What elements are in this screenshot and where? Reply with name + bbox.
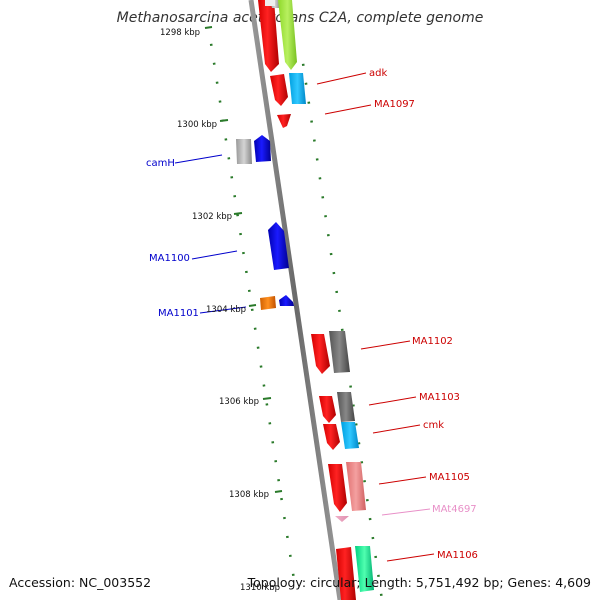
tick-label-1308: 1308 kbp	[229, 490, 269, 500]
genome-title: Methanosarcina acetivorans C2A, complete…	[116, 10, 484, 26]
gene-blue-ma1100	[268, 222, 289, 270]
gene-blue-ma1101	[279, 295, 294, 306]
gene-cyan-cmk	[341, 422, 359, 449]
major-ticks	[204, 26, 283, 493]
tick-label-1304: 1304 kbp	[206, 305, 246, 315]
gene-orange-ma1101	[260, 296, 276, 310]
gene-label-ma1100[interactable]: MA1100	[149, 253, 190, 264]
tick-label-1306: 1306 kbp	[219, 397, 259, 407]
gene-label-ma1102[interactable]: MA1102	[412, 336, 453, 347]
gene-pink-ma1105	[346, 462, 366, 511]
gene-label-mat4697[interactable]: MAt4697	[432, 504, 477, 515]
gene-cyan-adk	[289, 73, 306, 104]
gene-label-ma1106[interactable]: MA1106	[437, 550, 478, 561]
tick-label-1310: 1310 kbp	[240, 583, 280, 593]
tick-labels: 1298 kbp 1300 kbp 1302 kbp 1304 kbp 1306…	[160, 28, 280, 593]
gene-red-adk	[270, 74, 288, 106]
gene-lightgray-camh	[236, 139, 252, 164]
gene-gray-ma1102	[329, 331, 350, 373]
gene-red-ma1097	[277, 114, 291, 128]
accession-text: Accession: NC_003552	[9, 575, 152, 590]
gene-red-ma1105	[328, 464, 347, 512]
gene-gray-ma1103	[337, 392, 355, 422]
gene-label-ma1101[interactable]: MA1101	[158, 308, 199, 319]
gene-mint-ma1106	[355, 546, 374, 592]
label-leader-lines	[174, 72, 435, 562]
gene-label-cmk[interactable]: cmk	[423, 420, 444, 431]
gene-white-top	[265, 0, 275, 6]
tick-label-1298: 1298 kbp	[160, 28, 200, 38]
gene-green-top	[278, 0, 297, 70]
gene-red-ma1106	[336, 547, 356, 600]
tick-label-1302: 1302 kbp	[192, 212, 232, 222]
left-scale-marks	[209, 43, 295, 576]
tick-label-1300: 1300 kbp	[177, 120, 217, 130]
gene-features	[236, 0, 374, 600]
gene-lightpink-mat4697	[335, 516, 349, 522]
gene-label-ma1105[interactable]: MA1105	[429, 472, 470, 483]
gene-red-cmk	[323, 424, 340, 450]
gene-label-ma1103[interactable]: MA1103	[419, 392, 460, 403]
genome-backbone	[248, 0, 343, 600]
gene-label-ma1097[interactable]: MA1097	[374, 99, 415, 110]
gene-label-camh[interactable]: camH	[146, 158, 175, 169]
topology-text: Topology: circular; Length: 5,751,492 bp…	[247, 575, 591, 590]
gene-labels: adk MA1097 camH MA1100 MA1101 MA1102 MA1…	[146, 68, 478, 561]
right-scale-marks	[301, 63, 383, 596]
gene-red-ma1102	[311, 334, 330, 374]
gene-red-ma1103	[319, 396, 336, 423]
gene-label-adk[interactable]: adk	[369, 68, 387, 79]
gene-red-1	[258, 0, 279, 72]
gene-blue-camh	[254, 135, 271, 162]
